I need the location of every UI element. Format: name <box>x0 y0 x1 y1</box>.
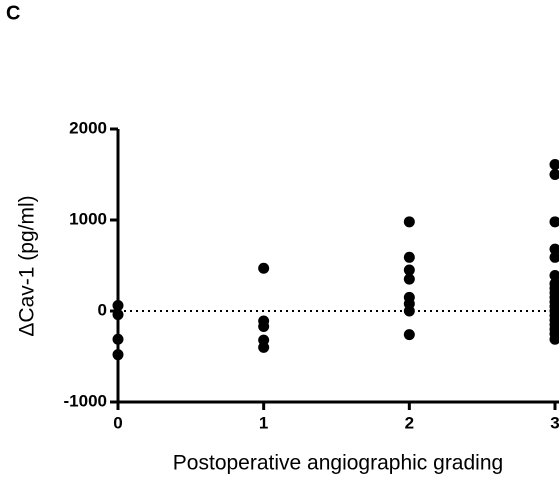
x-axis-label: Postoperative angiographic grading <box>173 452 503 475</box>
x-tick-label: 1 <box>259 413 268 432</box>
y-axis-label: ΔCav-1 (pg/ml) <box>16 195 39 336</box>
point <box>549 270 559 282</box>
point <box>403 273 415 285</box>
point <box>549 243 559 255</box>
y-tick-label: 1000 <box>69 209 107 228</box>
point <box>549 158 559 170</box>
point <box>549 251 559 263</box>
y-tick-label: 2000 <box>69 118 107 137</box>
point <box>403 251 415 263</box>
y-tick-label: 0 <box>98 300 107 319</box>
point <box>403 216 415 228</box>
point <box>112 349 124 361</box>
point <box>112 309 124 321</box>
point <box>403 264 415 276</box>
point <box>258 341 270 353</box>
point <box>112 300 124 312</box>
point <box>403 329 415 341</box>
panel-label: C <box>6 2 20 24</box>
x-tick-label: 3 <box>550 413 559 432</box>
point <box>403 305 415 317</box>
x-tick-label: 0 <box>113 413 122 432</box>
point <box>112 333 124 345</box>
point <box>549 216 559 228</box>
x-tick-label: 2 <box>405 413 414 432</box>
point <box>549 169 559 180</box>
y-tick-label: -1000 <box>64 391 107 410</box>
point <box>549 333 559 345</box>
point <box>258 320 270 332</box>
point <box>258 262 270 274</box>
